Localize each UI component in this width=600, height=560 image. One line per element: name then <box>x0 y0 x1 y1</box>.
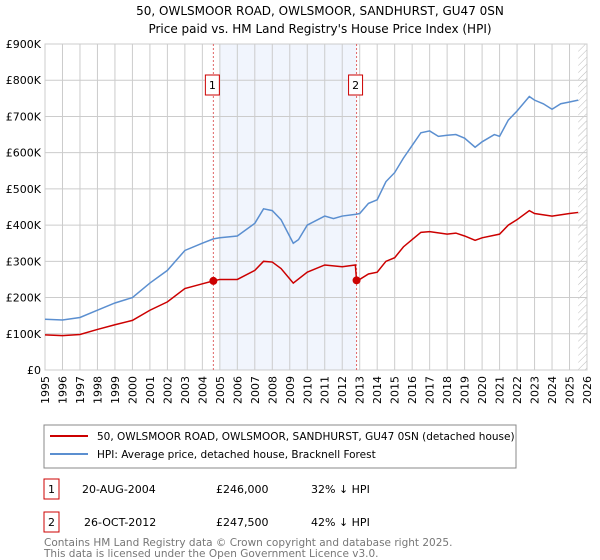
y-tick-label: £900K <box>6 38 42 51</box>
x-tick-label: 2023 <box>529 376 542 404</box>
y-tick-label: £0 <box>27 364 41 377</box>
sale-marker-label: 2 <box>48 516 55 529</box>
legend-label-property: 50, OWLSMOOR ROAD, OWLSMOOR, SANDHURST, … <box>97 431 515 443</box>
sales-table-row: 1 20-AUG-2004 £246,000 32% ↓ HPI <box>43 478 370 500</box>
plot-frame <box>44 43 588 371</box>
x-tick-label: 2026 <box>581 376 594 404</box>
sales-table-row: 2 26-OCT-2012 £247,500 42% ↓ HPI <box>43 511 370 533</box>
sale-hpi-diff: 42% ↓ HPI <box>311 516 370 529</box>
y-tick-label: £400K <box>6 219 42 232</box>
footer-licence: This data is licensed under the Open Gov… <box>43 548 379 560</box>
x-tick-label: 2020 <box>476 376 489 404</box>
sale-date: 26-OCT-2012 <box>84 516 156 529</box>
shaded-period <box>219 44 357 370</box>
legend <box>43 424 517 469</box>
x-tick-label: 2016 <box>406 376 419 404</box>
sale-hpi-diff: 32% ↓ HPI <box>311 483 370 496</box>
x-tick-label: 1996 <box>56 376 69 404</box>
x-tick-label: 2011 <box>319 376 332 404</box>
x-tick-label: 1997 <box>74 376 87 404</box>
x-tick-label: 2009 <box>284 376 297 404</box>
x-tick-label: 2008 <box>266 376 279 404</box>
x-tick-label: 2002 <box>161 376 174 404</box>
legend-label-hpi: HPI: Average price, detached house, Brac… <box>97 449 376 461</box>
x-tick-label: 1998 <box>91 376 104 404</box>
sale-point <box>352 276 361 285</box>
footer-copyright: Contains HM Land Registry data © Crown c… <box>44 537 452 549</box>
x-tick-label: 2010 <box>301 376 314 404</box>
x-tick-label: 2004 <box>196 376 209 404</box>
x-tick-label: 2015 <box>389 376 402 404</box>
forecast-hatch <box>578 44 587 370</box>
chart-subtitle: Price paid vs. HM Land Registry's House … <box>148 22 491 36</box>
y-tick-label: £600K <box>6 147 42 160</box>
x-tick-label: 2024 <box>546 376 559 404</box>
y-tick-label: £100K <box>6 328 42 341</box>
chart-title: 50, OWLSMOOR ROAD, OWLSMOOR, SANDHURST, … <box>136 4 504 18</box>
x-tick-label: 2006 <box>231 376 244 404</box>
x-tick-label: 2001 <box>144 376 157 404</box>
x-tick-label: 2025 <box>564 376 577 404</box>
hpi-line <box>44 95 579 321</box>
sale-marker-label: 1 <box>48 483 55 496</box>
y-tick-label: £200K <box>6 292 42 305</box>
x-tick-label: 2014 <box>371 376 384 404</box>
x-tick-label: 2019 <box>459 376 472 404</box>
x-tick-label: 1995 <box>39 376 52 404</box>
y-tick-label: £300K <box>6 255 42 268</box>
sale-price: £246,000 <box>216 483 269 496</box>
y-tick-label: £700K <box>6 110 42 123</box>
x-tick-label: 2022 <box>511 376 524 404</box>
sale-marker-box <box>348 74 364 96</box>
x-tick-label: 2005 <box>214 376 227 404</box>
x-tick-label: 2013 <box>354 376 367 404</box>
sale-marker-number: 1 <box>209 79 216 92</box>
x-tick-label: 2000 <box>126 376 139 404</box>
x-tick-label: 2021 <box>494 376 507 404</box>
x-tick-label: 2017 <box>424 376 437 404</box>
x-tick-label: 1999 <box>109 376 122 404</box>
sale-price: £247,500 <box>216 516 269 529</box>
sale-marker-box <box>204 74 220 96</box>
x-tick-label: 2018 <box>441 376 454 404</box>
x-tick-label: 2012 <box>336 376 349 404</box>
x-tick-label: 2007 <box>249 376 262 404</box>
sale-date: 20-AUG-2004 <box>82 483 156 496</box>
sale-point <box>209 276 218 285</box>
y-tick-label: £800K <box>6 74 42 87</box>
sale-marker-number: 2 <box>352 79 359 92</box>
y-tick-label: £500K <box>6 183 42 196</box>
x-tick-label: 2003 <box>179 376 192 404</box>
